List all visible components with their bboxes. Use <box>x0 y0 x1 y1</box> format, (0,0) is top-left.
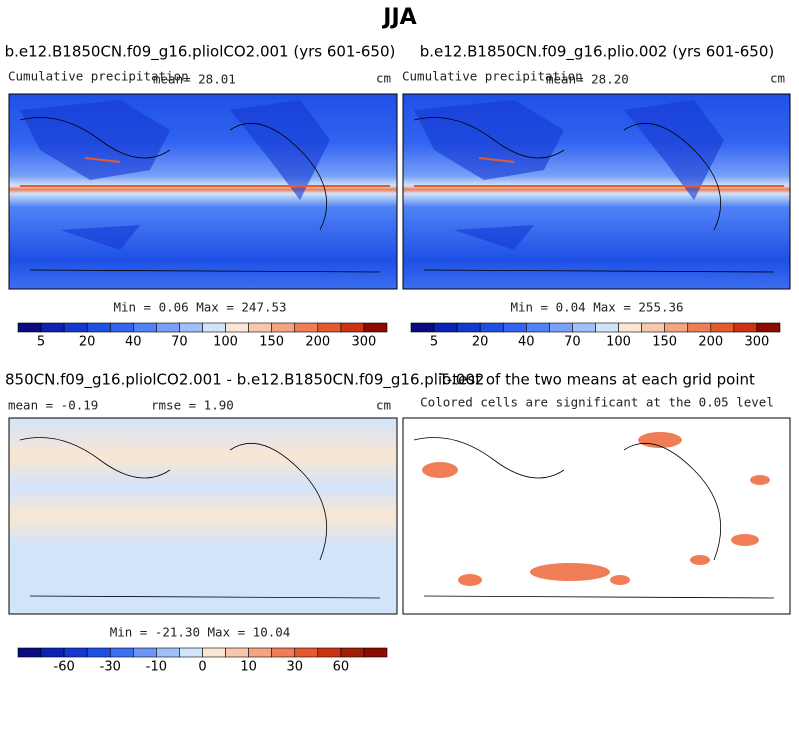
colorbar-box <box>572 322 596 333</box>
colorbar-label: 20 <box>472 335 489 350</box>
colorbar-label: 70 <box>564 335 581 350</box>
colorbar-box <box>687 322 712 333</box>
panel-subtitle: Colored cells are significant at the 0.0… <box>420 395 774 410</box>
panel-center-label: mean= 28.20 <box>546 72 629 87</box>
colorbar-box <box>733 322 758 333</box>
colorbar-box <box>317 647 342 658</box>
map <box>402 417 791 615</box>
colorbar-box <box>133 322 157 333</box>
colorbar-box <box>225 322 249 333</box>
colorbar-box <box>40 647 65 658</box>
panel-stats: Min = 0.04 Max = 255.36 <box>510 300 683 315</box>
colorbar-box <box>317 322 342 333</box>
colorbar-box <box>225 647 249 658</box>
colorbar-box <box>549 322 573 333</box>
colorbar-label: 40 <box>518 335 535 350</box>
colorbar-box <box>202 647 226 658</box>
colorbar-box <box>179 647 203 658</box>
panel-right-label: cm <box>376 71 391 86</box>
colorbar-label: -60 <box>54 660 75 675</box>
colorbar-box <box>248 322 272 333</box>
colorbar-box <box>156 647 180 658</box>
colorbar-box <box>109 322 134 333</box>
colorbar-box <box>133 647 157 658</box>
panel-left-label: mean = -0.19 <box>8 398 98 413</box>
colorbar-box <box>641 322 665 333</box>
colorbar-label: 70 <box>171 335 188 350</box>
colorbar-box <box>86 647 111 658</box>
colorbar-box <box>618 322 642 333</box>
panel-title: b.e12.B1850CN.f09_g16.pliolCO2.001 (yrs … <box>5 43 396 62</box>
colorbar-box <box>456 322 481 333</box>
colorbar-label: 300 <box>352 335 377 350</box>
colorbar-box <box>340 647 365 658</box>
panel-right-label: cm <box>770 71 785 86</box>
colorbar-label: 200 <box>305 335 330 350</box>
colorbar-label: 150 <box>259 335 284 350</box>
colorbar-box <box>340 322 365 333</box>
colorbar-box <box>271 647 296 658</box>
colorbar-box <box>294 322 319 333</box>
colorbar-label: 200 <box>698 335 723 350</box>
panel-right-label: cm <box>376 398 391 413</box>
colorbar-box <box>294 647 319 658</box>
colorbar-label: 20 <box>79 335 96 350</box>
panel-stats: Min = -21.30 Max = 10.04 <box>110 625 291 640</box>
colorbar-box <box>271 322 296 333</box>
colorbar-box <box>17 322 42 333</box>
panel-left-label: Cumulative precipitation <box>402 69 583 84</box>
colorbar-box <box>179 322 203 333</box>
colorbar-box <box>479 322 504 333</box>
colorbar-box <box>63 322 88 333</box>
panel-center-label: mean= 28.01 <box>153 72 236 87</box>
colorbar-label: 0 <box>198 660 206 675</box>
colorbar-box <box>502 322 527 333</box>
colorbar-box <box>86 322 111 333</box>
colorbar-box <box>710 322 735 333</box>
colorbar-box <box>248 647 272 658</box>
colorbar-box <box>595 322 619 333</box>
map <box>8 93 398 290</box>
map <box>8 417 398 615</box>
colorbar-label: 60 <box>333 660 350 675</box>
panel-center-label: rmse = 1.90 <box>151 398 234 413</box>
colorbar-label: 5 <box>37 335 45 350</box>
panel-title: 850CN.f09_g16.pliolCO2.001 - b.e12.B1850… <box>5 371 484 390</box>
colorbar-label: 40 <box>125 335 142 350</box>
panel-title: T-test of the two means at each grid poi… <box>438 371 755 389</box>
colorbar-box <box>156 322 180 333</box>
colorbar-label: 30 <box>286 660 303 675</box>
colorbar-box <box>433 322 458 333</box>
colorbar-label: -10 <box>146 660 167 675</box>
map <box>402 93 791 290</box>
colorbar-label: 150 <box>652 335 677 350</box>
colorbar-box <box>202 322 226 333</box>
figure-title: JJA <box>381 5 416 30</box>
colorbar-label: 300 <box>745 335 770 350</box>
colorbar-label: -30 <box>100 660 121 675</box>
colorbar-label: 100 <box>606 335 631 350</box>
panel-left-label: Cumulative precipitation <box>8 69 189 84</box>
colorbar-box <box>756 322 781 333</box>
colorbar-box <box>526 322 550 333</box>
colorbar-label: 10 <box>240 660 257 675</box>
colorbar-label: 100 <box>213 335 238 350</box>
colorbar-label: 5 <box>430 335 438 350</box>
panel-title: b.e12.B1850CN.f09_g16.plio.002 (yrs 601-… <box>420 43 775 62</box>
colorbar-box <box>410 322 435 333</box>
colorbar-box <box>63 647 88 658</box>
colorbar-box <box>363 322 388 333</box>
colorbar-box <box>109 647 134 658</box>
colorbar-box <box>363 647 388 658</box>
colorbar-box <box>17 647 42 658</box>
panel-stats: Min = 0.06 Max = 247.53 <box>113 300 286 315</box>
colorbar-box <box>664 322 689 333</box>
colorbar-box <box>40 322 65 333</box>
